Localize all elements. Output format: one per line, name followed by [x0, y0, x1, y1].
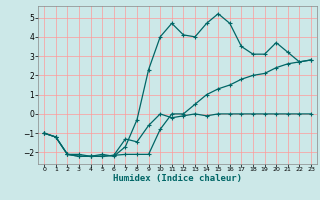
X-axis label: Humidex (Indice chaleur): Humidex (Indice chaleur) [113, 174, 242, 183]
